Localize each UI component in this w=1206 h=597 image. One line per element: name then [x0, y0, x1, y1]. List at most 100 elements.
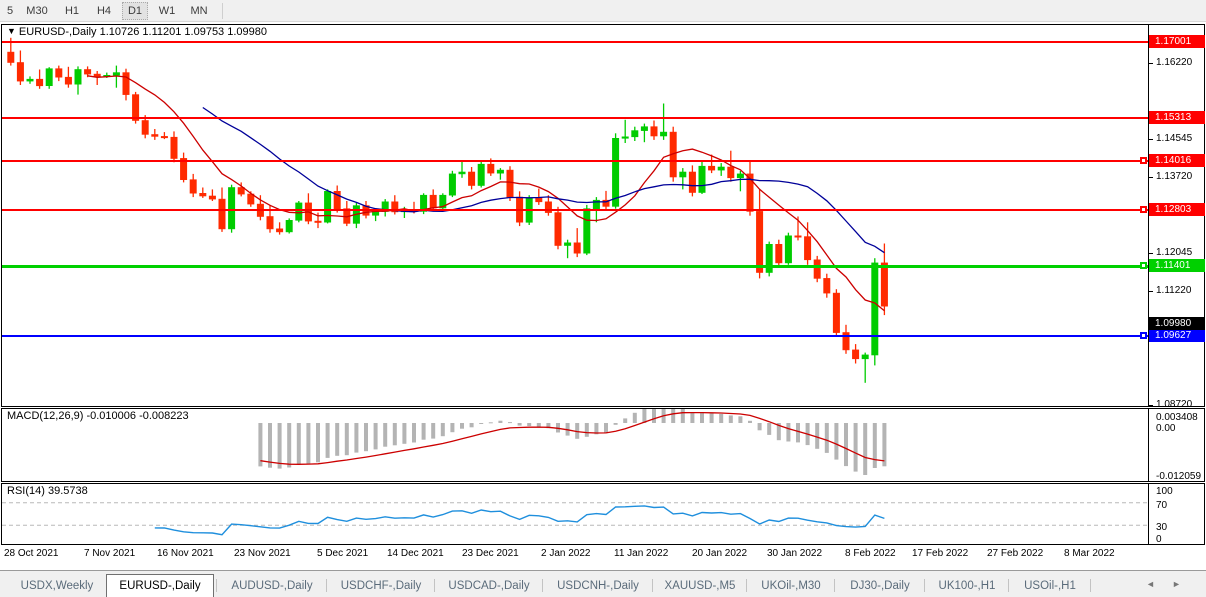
triangle-down-icon[interactable]: ▼: [7, 26, 16, 36]
candle-body: [468, 171, 476, 186]
toolbar-separator: [222, 3, 223, 19]
tab-scroll-left-icon[interactable]: ◄: [1146, 579, 1155, 589]
timeframe-button-h4[interactable]: H4: [96, 5, 112, 17]
timeframe-button-w1[interactable]: W1: [158, 5, 176, 17]
current-price-badge: 1.09980: [1149, 317, 1205, 330]
chart-tab-xauusd-m5[interactable]: XAUUSD-,M5: [664, 580, 736, 592]
candle-body: [583, 208, 591, 254]
candle-body: [698, 165, 706, 193]
macd-histogram-bar: [613, 423, 618, 425]
chart-tab-uk100-h1[interactable]: UK100-,H1: [938, 580, 996, 592]
axis-price-badge-1.14016[interactable]: 1.14016: [1149, 154, 1205, 167]
candle-body: [861, 354, 869, 360]
level-line-handle-1.11401[interactable]: [1140, 262, 1147, 269]
rsi-line: [154, 505, 885, 536]
rsi-panel[interactable]: RSI(14) 39.5738 100 70 30 0: [1, 483, 1205, 545]
level-line-handle-1.14016[interactable]: [1140, 157, 1147, 164]
timeframe-button-mn[interactable]: MN: [190, 5, 208, 17]
macd-histogram-bar: [536, 423, 541, 427]
macd-histogram-bar: [306, 423, 311, 464]
chart-tab-audusd-daily[interactable]: AUDUSD-,Daily: [231, 580, 313, 592]
level-line-1.09627[interactable]: [2, 335, 1150, 337]
rsi-axis-tick: 30: [1156, 522, 1168, 533]
price-axis-tick: 1.12045: [1149, 247, 1205, 259]
timeframe-button-m30[interactable]: M30: [26, 5, 48, 17]
rsi-panel-label: RSI(14) 39.5738: [7, 485, 88, 497]
candle-body: [650, 126, 658, 137]
macd-histogram-bar: [844, 423, 848, 467]
candle-body: [631, 130, 639, 138]
chart-tab-usdx-weekly[interactable]: USDX,Weekly: [20, 580, 94, 592]
tab-scroll-right-icon[interactable]: ►: [1172, 579, 1181, 589]
chart-tab-bar: USDX,Weekly EURUSD-,Daily AUDUSD-,Daily USD…: [0, 570, 1206, 597]
candle-body: [141, 120, 149, 135]
level-line-1.14016[interactable]: [2, 160, 1150, 162]
timeframe-button-5[interactable]: 5: [6, 5, 14, 17]
axis-price-badge-1.09627[interactable]: 1.09627: [1149, 329, 1205, 342]
candle-body: [784, 235, 792, 264]
macd-histogram-bar: [296, 423, 301, 465]
macd-panel[interactable]: MACD(12,26,9) -0.010006 -0.008223 0.0034…: [1, 408, 1205, 482]
level-line-1.11401[interactable]: [2, 265, 1150, 268]
chart-tab-usdcad-daily[interactable]: USDCAD-,Daily: [448, 580, 530, 592]
chart-tab-eurusd-daily[interactable]: EURUSD-,Daily: [106, 574, 214, 597]
price-axis[interactable]: 1.17001 1.15313 1.14016 1.12803 1.11401 1.096…: [1148, 25, 1205, 448]
level-line-1.15313[interactable]: [2, 117, 1150, 119]
price-axis-tick-label: 1.13720: [1156, 171, 1193, 182]
chart-tab-usdcnh-daily[interactable]: USDCNH-,Daily: [557, 580, 639, 592]
macd-histogram-bar: [354, 423, 359, 453]
date-axis[interactable]: 28 Oct 2021 7 Nov 2021 16 Nov 2021 23 Nov 2…: [2, 546, 1150, 566]
date-axis-label: 8 Mar 2022: [1064, 548, 1115, 559]
rsi-axis-tick: 100: [1156, 486, 1173, 497]
level-line-handle-1.09627[interactable]: [1140, 332, 1147, 339]
macd-histogram-bar: [872, 423, 877, 468]
candle-body: [775, 244, 783, 264]
price-axis-tick-label: 1.08720: [1156, 399, 1193, 410]
price-plot[interactable]: [2, 25, 1204, 406]
macd-axis: 0.003408 0.00 -0.012059: [1148, 409, 1204, 482]
candle-body: [84, 69, 92, 75]
candle-body: [266, 216, 274, 230]
candle-body: [736, 173, 744, 179]
level-line-handle-1.12803[interactable]: [1140, 206, 1147, 213]
level-line-1.12803[interactable]: [2, 209, 1150, 211]
chart-tab-usdchf-daily[interactable]: USDCHF-,Daily: [340, 580, 422, 592]
candle-body: [612, 138, 620, 207]
timeframe-button-h1[interactable]: H1: [64, 5, 80, 17]
rsi-axis-tick: 70: [1156, 500, 1168, 511]
axis-price-badge-1.12803[interactable]: 1.12803: [1149, 203, 1205, 216]
macd-histogram-bar: [786, 423, 791, 442]
date-axis-label: 20 Jan 2022: [692, 548, 748, 559]
axis-price-badge-1.15313[interactable]: 1.15313: [1149, 111, 1205, 124]
macd-histogram-bar: [584, 423, 589, 437]
candle-body: [804, 236, 812, 261]
chart-tab-dj30-daily[interactable]: DJ30-,Daily: [850, 580, 910, 592]
macd-histogram-bar: [469, 423, 474, 428]
price-axis-tick-label: 1.11220: [1156, 285, 1192, 296]
macd-histogram-bar: [796, 423, 800, 443]
macd-histogram-bar: [546, 423, 551, 429]
candle-body: [228, 187, 236, 230]
axis-price-badge-1.11401[interactable]: 1.11401: [1149, 259, 1205, 272]
chart-tab-ukoil-m30[interactable]: UKOil-,M30: [761, 580, 821, 592]
date-axis-label: 8 Feb 2022: [845, 548, 896, 559]
candle-body: [564, 242, 572, 246]
macd-histogram-bar: [671, 409, 676, 423]
level-line-1.17001[interactable]: [2, 41, 1150, 43]
macd-histogram-bar: [402, 423, 407, 444]
chart-tab-usoil-h1[interactable]: USOil-,H1: [1024, 580, 1076, 592]
candle-body: [477, 163, 485, 186]
candle-body: [324, 191, 332, 223]
candle-body: [746, 173, 754, 212]
macd-histogram-bar: [364, 423, 368, 452]
macd-histogram-bar: [575, 423, 580, 439]
price-axis-tick-label: 1.12045: [1156, 247, 1193, 258]
rsi-plot: [2, 484, 1204, 544]
axis-price-badge-1.17001[interactable]: 1.17001: [1149, 35, 1205, 48]
candle-body: [132, 94, 140, 121]
macd-histogram-bar: [757, 423, 762, 431]
price-chart-panel[interactable]: ▼ EURUSD-,Daily 1.10726 1.11201 1.09753 1…: [1, 24, 1205, 448]
candle-body: [295, 202, 303, 221]
timeframe-button-d1[interactable]: D1: [122, 2, 148, 20]
macd-axis-tick: 0.003408: [1156, 412, 1198, 423]
